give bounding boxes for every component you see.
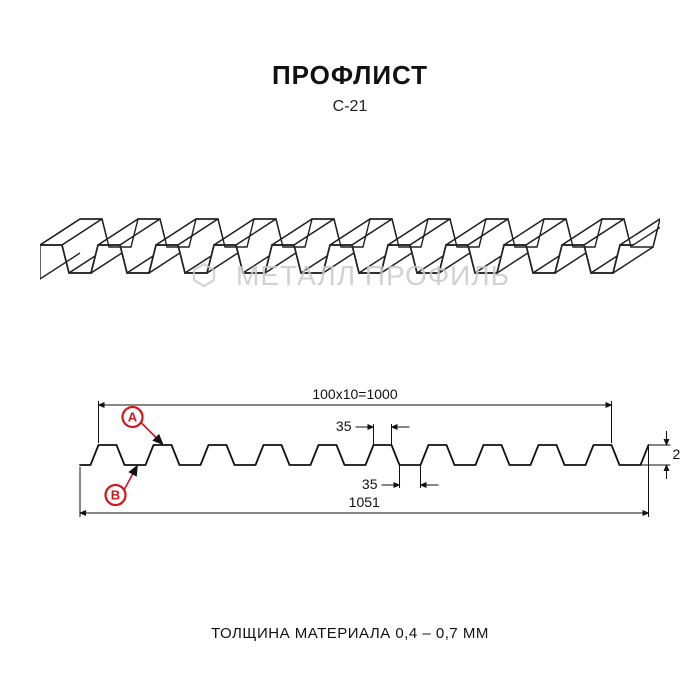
dim-height: 21 [673, 446, 681, 462]
dim-crest-width: 35 [336, 418, 352, 434]
dim-top-span: 100x10=1000 [312, 386, 397, 402]
page-title: ПРОФЛИСТ [0, 60, 700, 91]
dim-valley-width: 35 [362, 476, 378, 492]
svg-text:B: B [111, 488, 120, 503]
svg-text:A: A [128, 410, 138, 425]
isometric-view [40, 150, 660, 290]
dim-bottom-span: 1051 [349, 494, 380, 510]
thickness-label: ТОЛЩИНА МАТЕРИАЛА 0,4 – 0,7 ММ [0, 625, 700, 642]
page-subtitle: С-21 [0, 98, 700, 116]
section-view: 100x10=1000 1051 35 35 21 A B [40, 365, 680, 545]
profile-outline [80, 445, 649, 465]
